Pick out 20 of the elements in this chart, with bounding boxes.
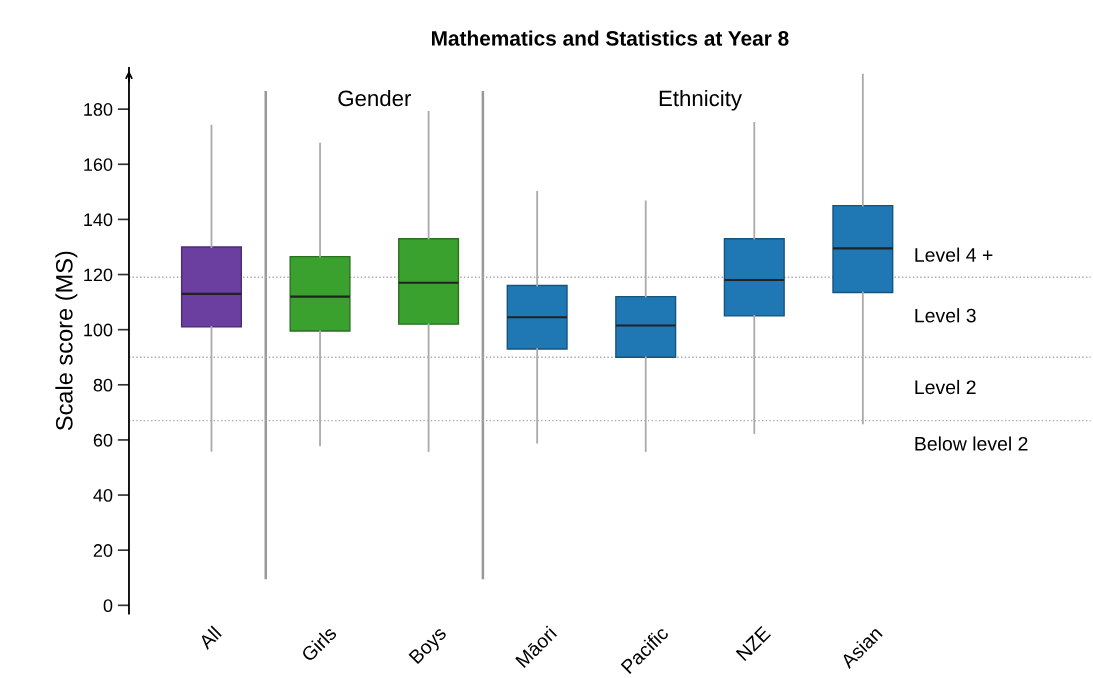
y-tick-label: 160 <box>84 158 113 171</box>
y-tick-label: 80 <box>93 378 113 392</box>
annotation: Level 3 <box>915 308 976 323</box>
x-tick-label: All <box>197 625 222 650</box>
y-tick-label: 180 <box>84 103 113 116</box>
y-tick-label: 20 <box>93 544 113 557</box>
y-tick-label: 0 <box>103 599 113 613</box>
y-tick-label: 120 <box>84 268 113 282</box>
x-tick-label: Girls <box>300 625 338 663</box>
y-tick-label: 60 <box>93 433 113 447</box>
chart-title: Mathematics and Statistics at Year 8 <box>432 30 789 46</box>
annotation: Level 2 <box>915 379 976 395</box>
annotation: Below level 2 <box>915 436 1028 451</box>
annotation: Ethnicity <box>659 89 742 111</box>
y-axis-title: Scale score (MS) <box>55 251 78 431</box>
annotation: Level 4 + <box>915 247 993 262</box>
y-tick-label: 140 <box>84 213 113 227</box>
y-tick-label: 40 <box>93 488 113 502</box>
annotation: Gender <box>338 89 412 107</box>
y-tick-label: 100 <box>84 323 113 337</box>
